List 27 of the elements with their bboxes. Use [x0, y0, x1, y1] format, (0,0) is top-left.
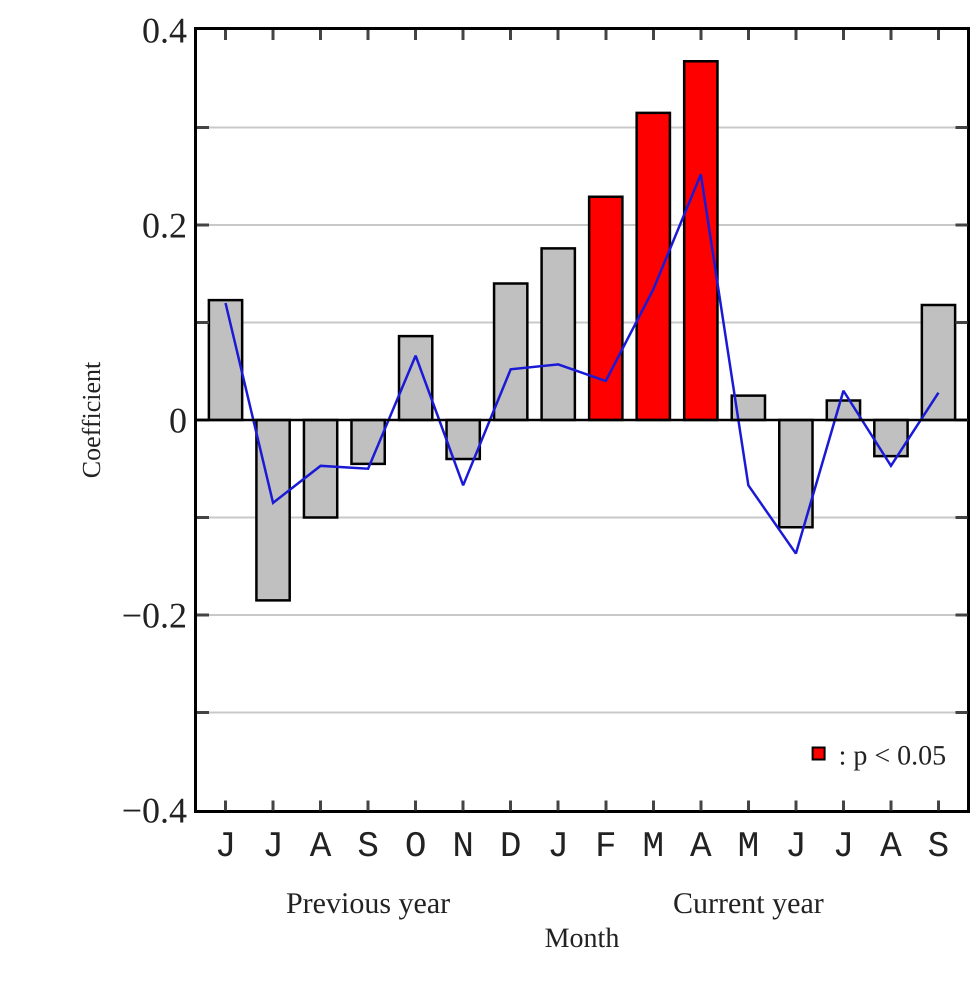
x-tick-label: J — [547, 826, 570, 867]
y-axis-title: Coefficient — [77, 360, 106, 478]
x-tick-label: O — [404, 826, 426, 867]
x-tick-label: M — [642, 826, 664, 867]
x-axis-title: Month — [544, 923, 620, 954]
y-tick-label: 0 — [169, 400, 188, 441]
y-tick-label: 0.2 — [142, 206, 188, 246]
x-tick-label: D — [500, 826, 522, 867]
x-tick-label: N — [452, 826, 474, 867]
x-tick-label: J — [832, 826, 854, 867]
x-tick-label: S — [928, 826, 950, 867]
x-tick-label: J — [214, 826, 236, 867]
legend-label: : p < 0.05 — [838, 740, 946, 772]
x-tick-label: J — [262, 826, 284, 867]
x-tick-label: A — [880, 826, 902, 867]
line-series — [224, 173, 940, 555]
y-tick-label: 0.4 — [142, 10, 188, 51]
text: Previous year — [286, 887, 450, 920]
text: Current year — [673, 887, 824, 920]
x-tick-label: A — [310, 826, 332, 867]
x-tick-label: J — [785, 826, 807, 867]
x-tick-label: A — [690, 826, 712, 867]
x-tick-label: M — [738, 826, 760, 867]
x-tick-label: S — [357, 826, 379, 867]
y-tick-label: −0.4 — [122, 790, 188, 831]
y-tick-label: −0.2 — [122, 596, 188, 636]
x-tick-label: F — [594, 826, 617, 867]
